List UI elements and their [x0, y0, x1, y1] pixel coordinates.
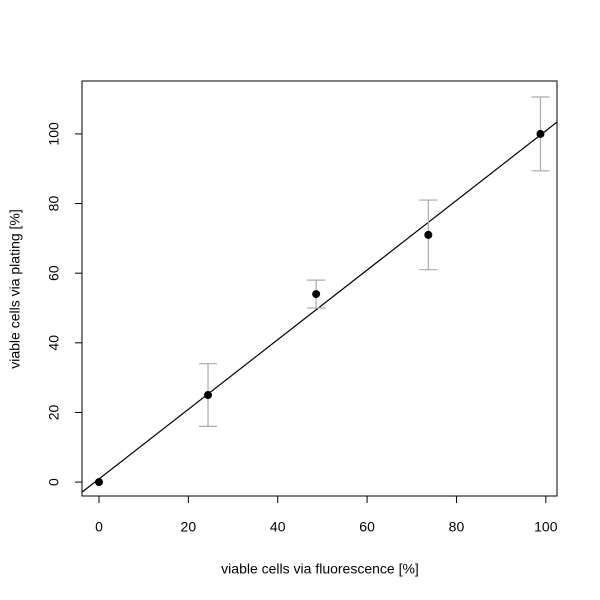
point [536, 129, 545, 138]
x-tick-label: 0 [95, 519, 103, 535]
y-tick-label: 20 [46, 404, 62, 420]
x-tick-label: 20 [181, 519, 197, 535]
y-tick-label: 0 [46, 478, 62, 486]
point [204, 391, 213, 400]
x-tick-label: 100 [534, 519, 558, 535]
x-tick-label: 80 [449, 519, 465, 535]
y-axis-label: viable cells via plating [%] [7, 209, 23, 369]
x-tick-label: 60 [359, 519, 375, 535]
y-tick-label: 60 [46, 265, 62, 281]
y-tick-label: 80 [46, 196, 62, 212]
x-axis-label: viable cells via fluorescence [%] [221, 561, 419, 577]
fit-line [82, 121, 557, 493]
plot-frame [81, 80, 558, 497]
x-tick-label: 40 [270, 519, 286, 535]
point [424, 230, 433, 239]
y-tick-label: 40 [46, 335, 62, 351]
y-tick-label: 100 [46, 122, 62, 146]
point [94, 478, 103, 487]
point [312, 290, 321, 299]
